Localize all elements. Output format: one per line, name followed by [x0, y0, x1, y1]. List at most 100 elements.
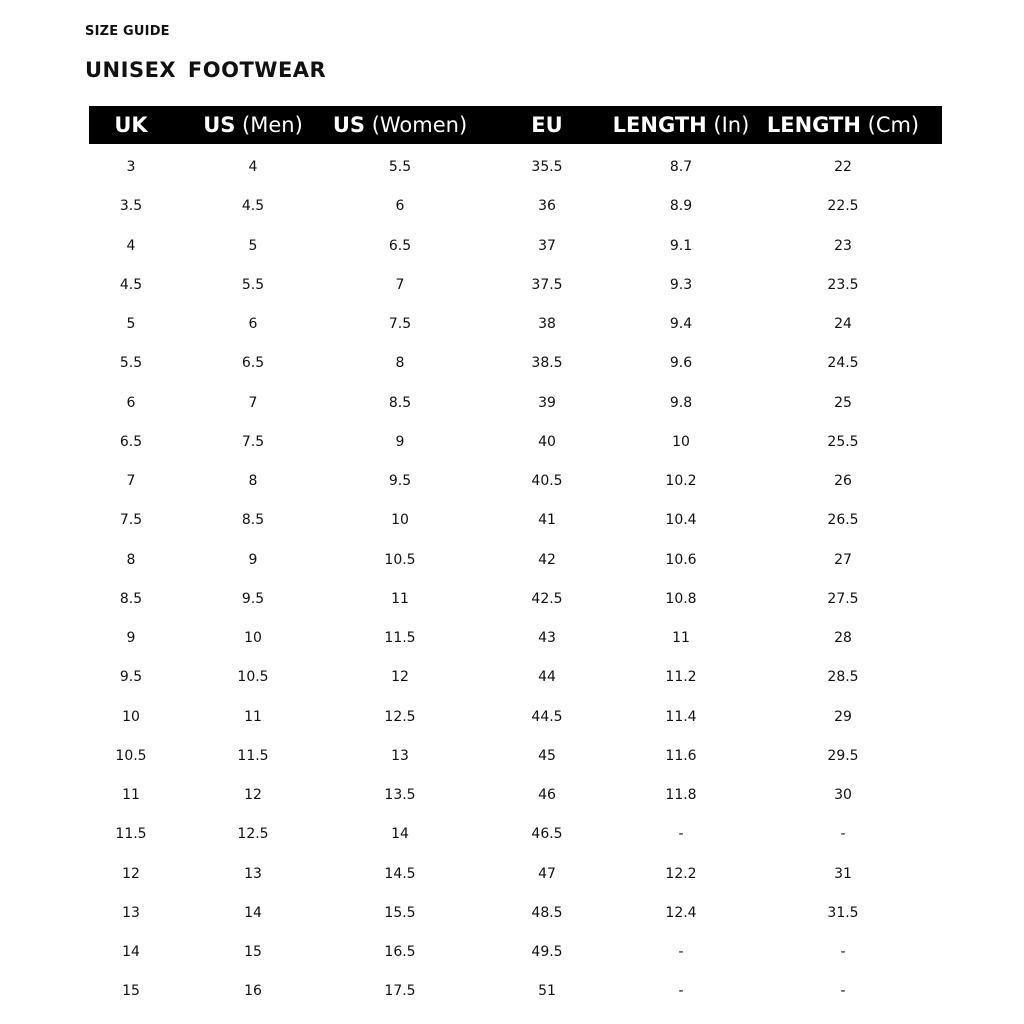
table-cell: 28.5	[827, 669, 859, 686]
table-row: 8.5 9.5 11 42.5 10.8 27.5	[89, 589, 942, 628]
table-row: 11.5 12.5 14 46.5 - -	[89, 824, 942, 863]
table-row: 15 16 17.5 51 - -	[89, 981, 942, 1020]
table-cell: 30	[834, 787, 852, 803]
table-cell: 5.5	[241, 276, 265, 293]
table-cell: 10.2	[665, 473, 697, 489]
table-cell: 29.5	[827, 747, 859, 764]
column-header-main: EU	[531, 113, 563, 137]
table-cell: 9.6	[669, 355, 693, 372]
table-cell: 38	[538, 316, 556, 332]
table-cell: 4.5	[119, 276, 143, 293]
column-header-unit: (In)	[706, 113, 750, 137]
table-cell: 9	[395, 433, 405, 450]
table-row: 6 7 8.5 39 9.8 25	[89, 393, 942, 432]
column-header-main: UK	[114, 113, 148, 137]
table-cell: 10.6	[665, 551, 697, 568]
table-cell: 11.2	[665, 669, 697, 686]
table-cell: 8	[126, 551, 136, 568]
table-cell: 40	[538, 433, 556, 450]
table-cell: 6.5	[388, 237, 412, 254]
table-cell: 11.4	[665, 708, 697, 725]
table-cell: 12.2	[665, 865, 697, 882]
table-cell: 9.5	[119, 669, 143, 686]
table-cell: 5.5	[388, 159, 412, 175]
table-cell: 13	[122, 904, 140, 921]
table-cell: 28	[834, 630, 852, 646]
table-cell: 41	[538, 512, 556, 529]
table-cell: -	[840, 944, 846, 960]
page-title: UNISEX FOOTWEAR	[85, 58, 327, 82]
table-row: 10 11 12.5 44.5 11.4 29	[89, 707, 942, 746]
table-cell: 24.5	[827, 355, 859, 372]
table-cell: 25.5	[827, 433, 859, 450]
table-cell: 7	[248, 394, 258, 411]
table-cell: 13	[244, 865, 262, 882]
table-row: 5.5 6.5 8 38.5 9.6 24.5	[89, 353, 942, 392]
table-row: 8 9 10.5 42 10.6 27	[89, 550, 942, 589]
table-row: 9.5 10.5 12 44 11.2 28.5	[89, 667, 942, 706]
table-cell: 9.5	[241, 590, 265, 607]
table-cell: 51	[538, 983, 556, 1000]
table-cell: 8.9	[669, 198, 693, 215]
table-row: 4.5 5.5 7 37.5 9.3 23.5	[89, 275, 942, 314]
table-cell: 31.5	[827, 904, 859, 921]
table-cell: 9	[126, 630, 136, 646]
table-cell: 43	[538, 630, 556, 646]
table-cell: 10	[672, 433, 690, 450]
table-cell: 23	[834, 237, 852, 254]
table-cell: 10.8	[665, 590, 697, 607]
table-cell: 48.5	[531, 904, 563, 921]
table-cell: 10.5	[384, 551, 416, 568]
table-cell: 27	[834, 551, 852, 568]
table-header: UK US (Men) US (Women) EU LENGTH (In) LENGTH …	[89, 106, 942, 144]
table-cell: 4	[126, 237, 136, 254]
column-header: US (Men)	[203, 106, 303, 144]
table-cell: 37	[538, 237, 556, 254]
column-header: US (Women)	[333, 106, 467, 144]
table-cell: 12	[391, 669, 409, 686]
table-cell: 8	[395, 355, 405, 372]
table-cell: 5.5	[119, 355, 143, 372]
table-cell: 11.5	[237, 747, 269, 764]
table-cell: 15.5	[384, 904, 416, 921]
table-cell: 3.5	[119, 198, 143, 215]
table-cell: 42	[538, 551, 556, 568]
table-cell: 29	[834, 708, 852, 725]
column-header-main: LENGTH	[612, 113, 707, 137]
table-cell: 22.5	[827, 198, 859, 215]
table-cell: 6	[126, 394, 136, 411]
table-cell: 40.5	[531, 473, 563, 489]
table-cell: 11.6	[665, 747, 697, 764]
table-cell: 15	[244, 944, 262, 960]
table-row: 14 15 16.5 49.5 - -	[89, 942, 942, 981]
table-cell: 23.5	[827, 276, 859, 293]
table-cell: 10	[244, 630, 262, 646]
table-cell: 6.5	[119, 433, 143, 450]
table-cell: 5	[126, 316, 136, 332]
table-cell: 38.5	[531, 355, 563, 372]
table-row: 12 13 14.5 47 12.2 31	[89, 864, 942, 903]
table-cell: 25	[834, 394, 852, 411]
table-row: 11 12 13.5 46 11.8 30	[89, 785, 942, 824]
table-cell: 36	[538, 198, 556, 215]
column-header: UK	[114, 106, 147, 144]
table-cell: 11	[391, 590, 409, 607]
column-header-unit: (Cm)	[860, 113, 920, 137]
table-row: 3 4 5.5 35.5 8.7 22	[89, 157, 942, 196]
table-cell: 8.7	[669, 159, 693, 175]
table-cell: 11	[122, 787, 140, 803]
table-cell: 7	[395, 276, 405, 293]
table-cell: 14	[391, 826, 409, 843]
table-cell: 47	[538, 865, 556, 882]
table-cell: 6	[395, 198, 405, 215]
table-cell: 37.5	[531, 276, 563, 293]
table-cell: 7.5	[119, 512, 143, 529]
table-cell: 8.5	[119, 590, 143, 607]
table-cell: 9.1	[669, 237, 693, 254]
table-cell: 4.5	[241, 198, 265, 215]
table-cell: -	[840, 826, 846, 843]
table-cell: 7	[126, 473, 136, 489]
table-cell: 11.5	[115, 826, 147, 843]
eyebrow-label: SIZE GUIDE	[85, 24, 170, 39]
table-cell: 10.5	[237, 669, 269, 686]
